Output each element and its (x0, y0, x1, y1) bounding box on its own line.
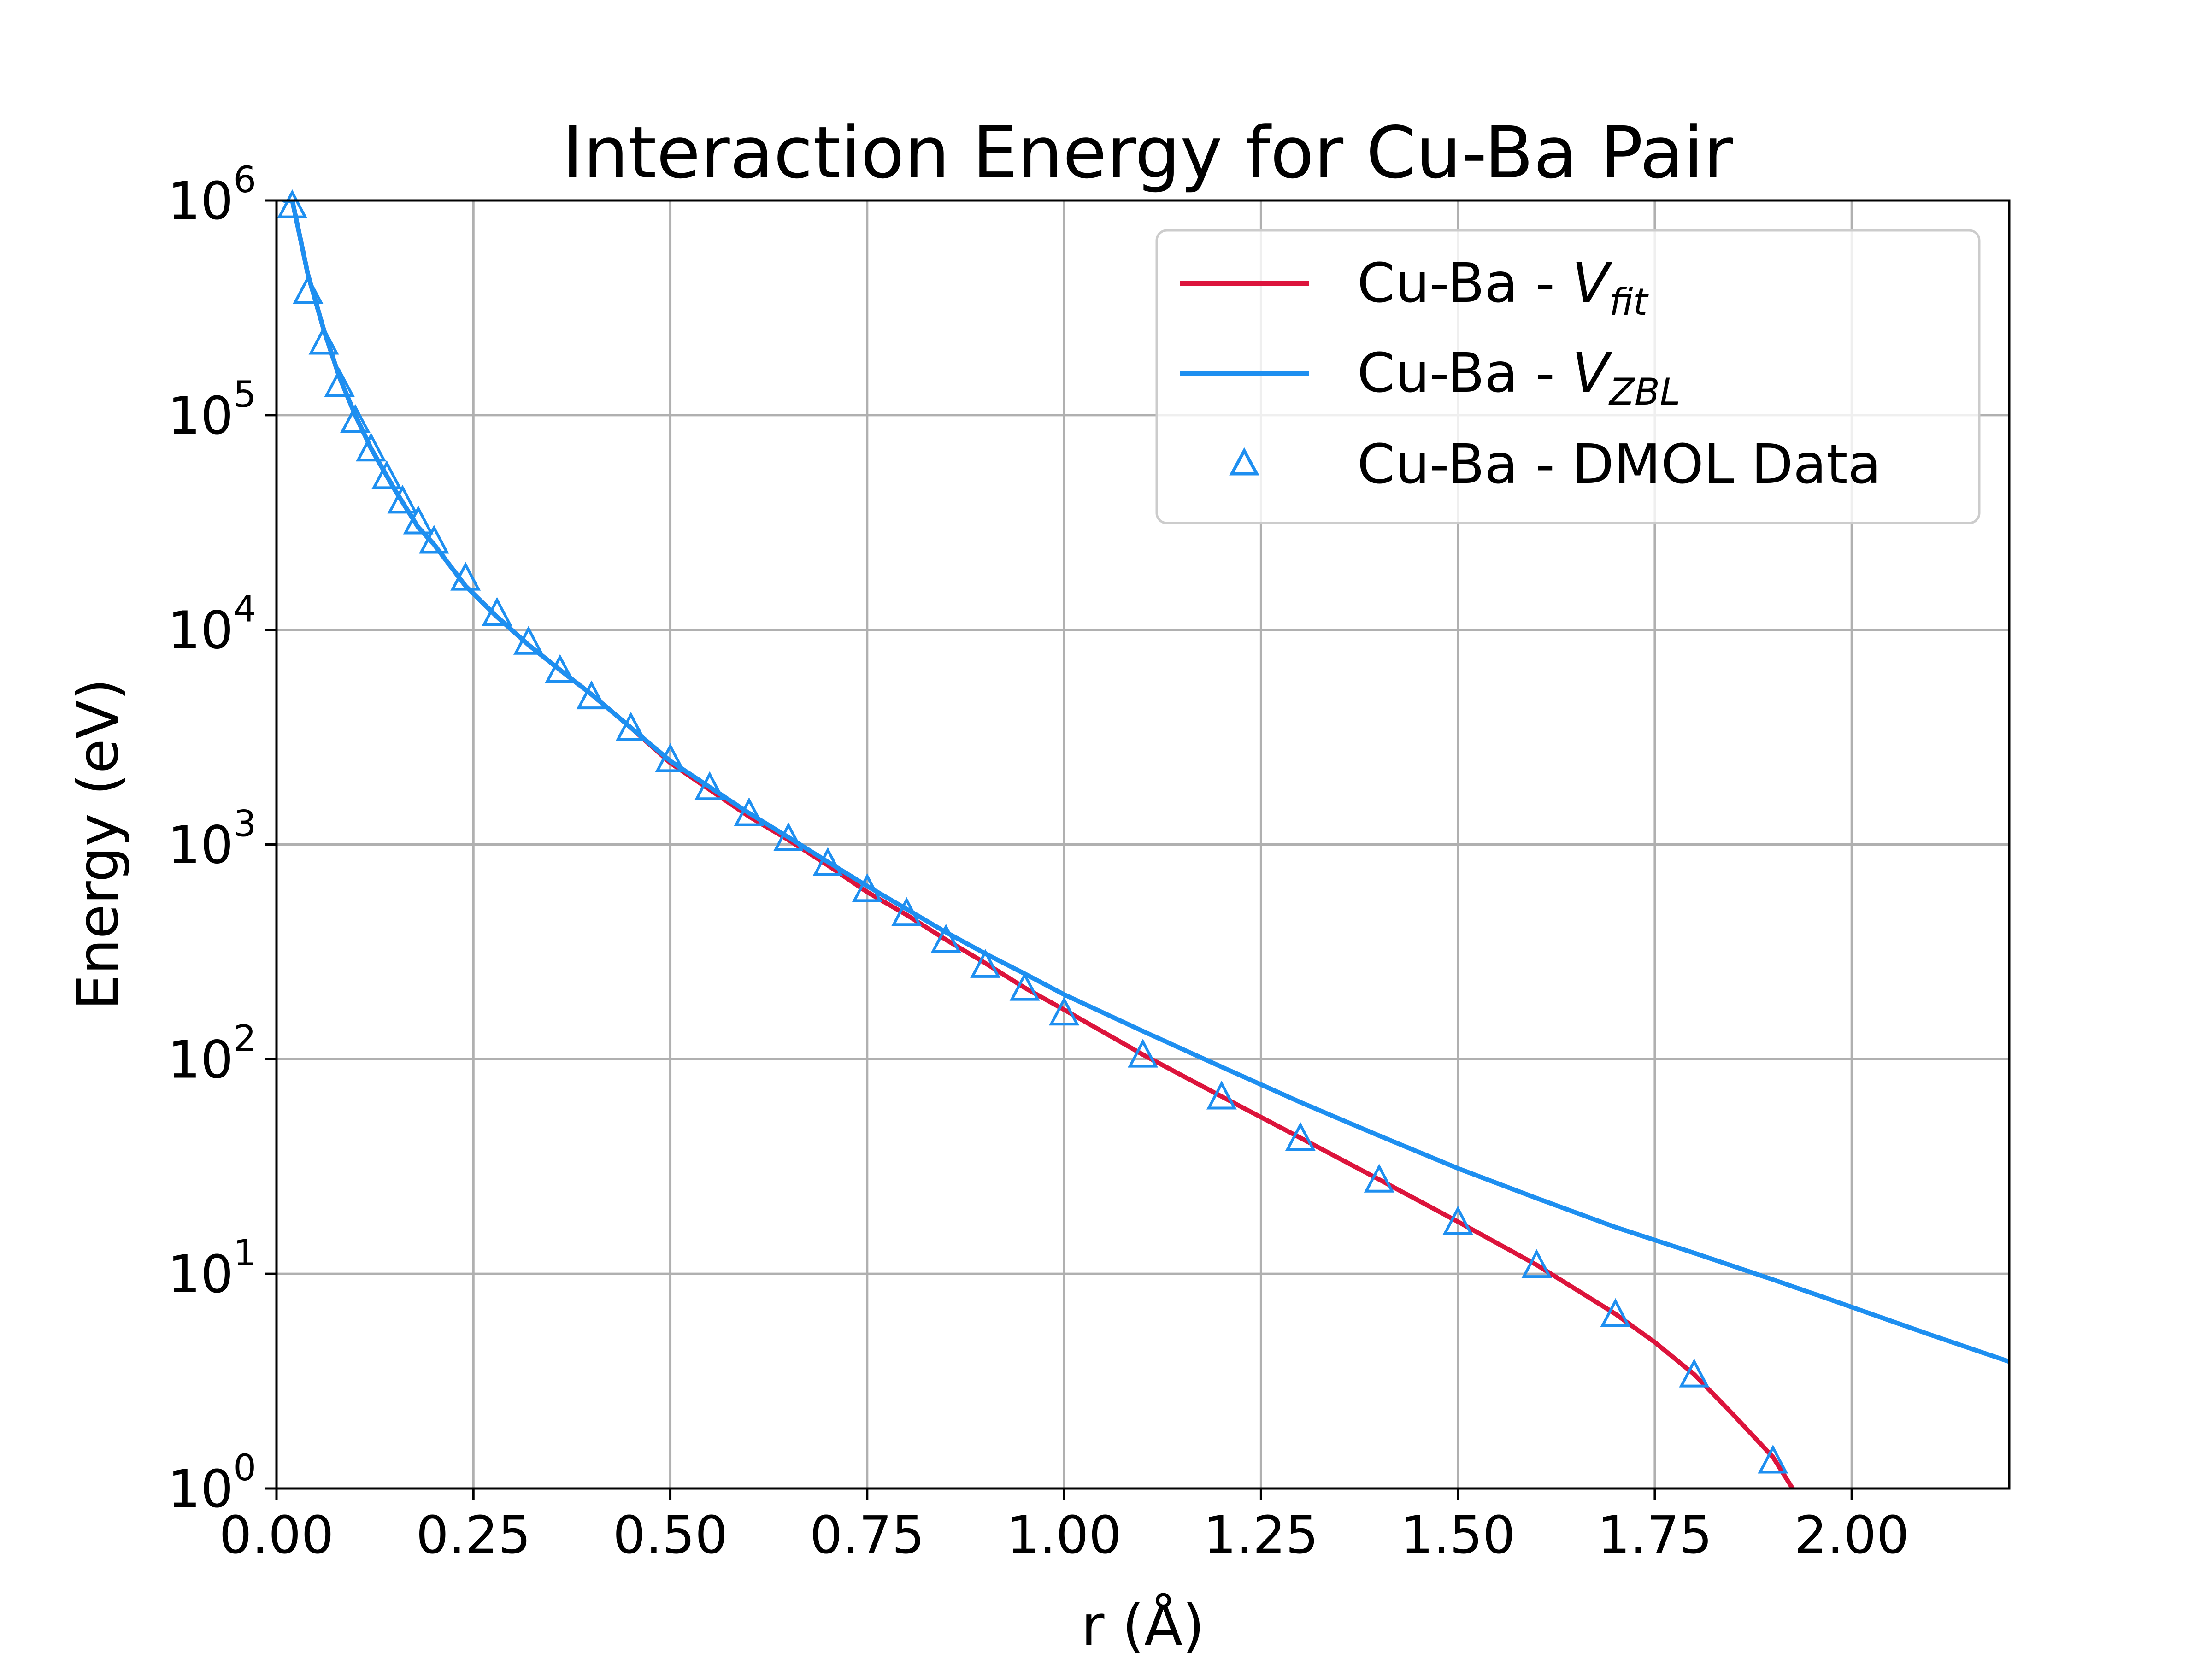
y-tick-exponent: 1 (233, 1233, 256, 1274)
y-tick-label: 104 (168, 589, 256, 661)
dmol-data-point (340, 404, 371, 433)
legend-dmol-triangle-icon (1229, 447, 1259, 476)
dmol-data-point (734, 797, 765, 826)
legend: Cu-Ba - Vfit Cu-Ba - VZBL Cu-Ba - DMOL D… (1155, 229, 1981, 524)
y-tick-exponent: 4 (233, 589, 256, 630)
chart-title: Interaction Energy for Cu-Ba Pair (562, 111, 1733, 194)
legend-box (1155, 229, 1981, 524)
y-tick-label: 106 (168, 159, 256, 231)
y-tick-base: 10 (168, 1459, 234, 1519)
dmol-data-point (891, 897, 922, 926)
legend-fit-symbol: V (1572, 251, 1612, 315)
y-tick-exponent: 2 (233, 1018, 256, 1059)
x-tick-label: 1.50 (1400, 1506, 1515, 1565)
dmol-data-point (277, 189, 308, 218)
dmol-data-point (403, 505, 434, 535)
dmol-data-point (970, 949, 1001, 978)
legend-dmol-prefix: Cu-Ba - (1357, 432, 1572, 496)
dmol-data-point (852, 873, 882, 902)
dmol-data-point (293, 275, 324, 304)
dmol-data-point (356, 432, 387, 462)
dmol-data-point (694, 771, 725, 800)
x-tick-label: 0.75 (810, 1506, 924, 1565)
y-tick-base: 10 (168, 1245, 234, 1305)
dmol-data-point (576, 680, 607, 710)
dmol-data-point (545, 654, 576, 683)
dmol-data-point (812, 847, 843, 876)
dmol-data-point (308, 325, 339, 355)
dmol-data-point (450, 562, 481, 591)
y-tick-base: 10 (168, 171, 234, 231)
legend-fit-label: Cu-Ba - Vfit (1357, 251, 1649, 324)
y-tick-base: 10 (168, 816, 234, 876)
legend-dmol-label: Cu-Ba - DMOL Data (1357, 432, 1881, 496)
dmol-data-point (513, 626, 544, 655)
marker-layer (277, 189, 1788, 1474)
dmol-data-point (371, 460, 402, 489)
y-tick-exponent: 0 (233, 1447, 256, 1489)
dmol-data-point (773, 822, 804, 852)
dmol-data-point (482, 597, 512, 626)
y-tick-label: 101 (168, 1233, 256, 1305)
y-tick-exponent: 5 (233, 374, 256, 416)
dmol-data-point (1442, 1206, 1473, 1235)
dmol-data-point (1364, 1164, 1394, 1193)
x-axis-ticks: 0.00 0.25 0.50 0.75 1.00 1.25 1.50 1.75 2.00 (219, 1488, 1909, 1565)
dmol-data-point (1009, 972, 1040, 1001)
legend-fit-prefix: Cu-Ba - (1357, 251, 1572, 315)
y-tick-label: 100 (168, 1447, 256, 1519)
dmol-data-point (1758, 1444, 1788, 1474)
dmol-data-point (1049, 996, 1080, 1026)
dmol-data-point (387, 484, 418, 514)
dmol-data-point (418, 524, 449, 554)
y-tick-label: 103 (168, 804, 256, 876)
dmol-data-point (655, 743, 686, 772)
dmol-data-point (616, 712, 647, 741)
dmol-data-point (1679, 1358, 1710, 1388)
legend-dmol-text: DMOL Data (1572, 432, 1881, 496)
legend-zbl-symbol: V (1572, 341, 1612, 405)
x-tick-label: 1.00 (1006, 1506, 1121, 1565)
x-tick-label: 2.00 (1794, 1506, 1909, 1565)
dmol-data-point (324, 368, 355, 397)
dmol-data-point (930, 924, 961, 953)
dmol-data-point (1285, 1122, 1316, 1151)
x-tick-label: 0.25 (416, 1506, 531, 1565)
x-tick-label: 1.75 (1597, 1506, 1712, 1565)
dmol-data-point (1206, 1080, 1237, 1110)
y-tick-label: 102 (168, 1018, 256, 1090)
x-tick-label: 1.25 (1204, 1506, 1318, 1565)
legend-fit-subscript: fit (1609, 281, 1649, 324)
legend-zbl-prefix: Cu-Ba - (1357, 341, 1572, 405)
legend-zbl-subscript: ZBL (1608, 371, 1680, 413)
x-tick-label: 0.00 (219, 1506, 334, 1565)
y-tick-base: 10 (168, 386, 234, 446)
dmol-data-point (1521, 1249, 1552, 1278)
y-tick-base: 10 (168, 601, 234, 661)
y-tick-label: 105 (168, 374, 256, 446)
x-tick-label: 0.50 (613, 1506, 728, 1565)
dmol-data-point (1600, 1298, 1631, 1327)
dmol-data-point (1128, 1039, 1158, 1068)
y-tick-exponent: 6 (233, 159, 256, 201)
y-tick-exponent: 3 (233, 804, 256, 845)
x-axis-label: r (Å) (1081, 1593, 1205, 1659)
legend-zbl-label: Cu-Ba - VZBL (1357, 341, 1680, 413)
series-line-v-zbl (282, 200, 2009, 1364)
y-tick-base: 10 (168, 1030, 234, 1090)
y-axis-label: Energy (eV) (65, 678, 131, 1010)
